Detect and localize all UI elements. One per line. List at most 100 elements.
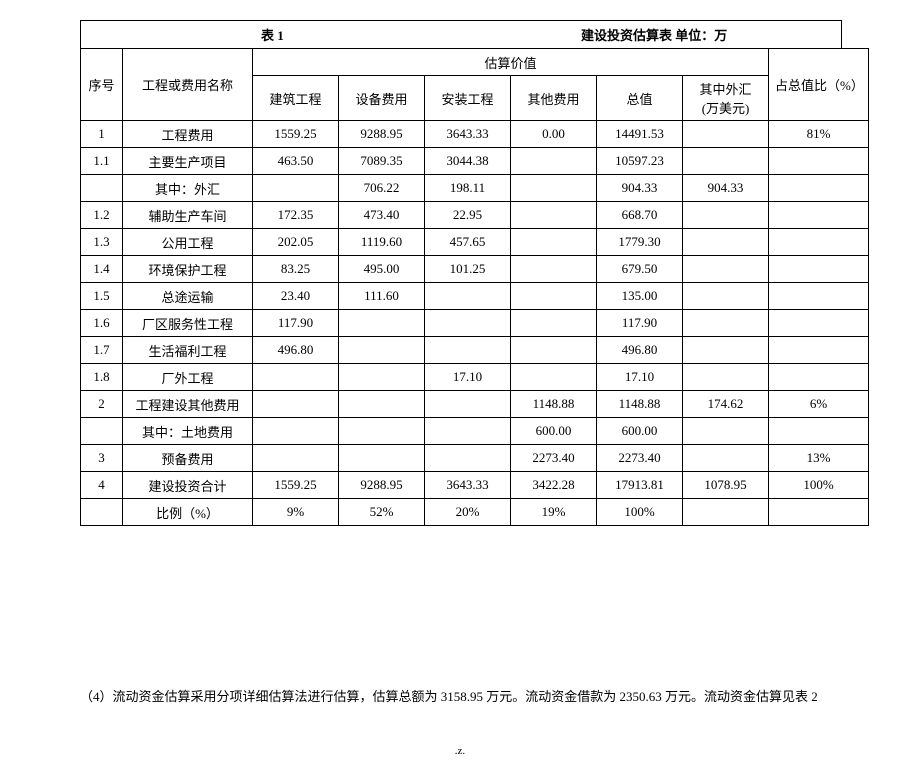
table-row: 比例（%）9%52%20%19%100% xyxy=(81,499,869,526)
cell-c3 xyxy=(425,445,511,472)
cell-c2: 706.22 xyxy=(339,175,425,202)
cell-name: 建设投资合计 xyxy=(123,472,253,499)
cell-seq xyxy=(81,499,123,526)
cell-c3: 3643.33 xyxy=(425,472,511,499)
cell-c4: 19% xyxy=(511,499,597,526)
cell-c2: 9288.95 xyxy=(339,472,425,499)
cell-c6 xyxy=(683,148,769,175)
cell-c5: 10597.23 xyxy=(597,148,683,175)
cell-c4: 3422.28 xyxy=(511,472,597,499)
cell-c1: 117.90 xyxy=(253,310,339,337)
cell-c6 xyxy=(683,121,769,148)
cell-name: 生活福利工程 xyxy=(123,337,253,364)
cell-c1 xyxy=(253,175,339,202)
cell-c3: 3044.38 xyxy=(425,148,511,175)
cell-name: 预备费用 xyxy=(123,445,253,472)
cell-name: 工程建设其他费用 xyxy=(123,391,253,418)
cell-c4: 600.00 xyxy=(511,418,597,445)
cell-c1 xyxy=(253,418,339,445)
header-name: 工程或费用名称 xyxy=(123,49,253,121)
table-row: 2工程建设其他费用1148.881148.88174.626% xyxy=(81,391,869,418)
header-c6: 其中外汇 (万美元) xyxy=(683,76,769,121)
cell-seq: 2 xyxy=(81,391,123,418)
note-paragraph: （4）流动资金估算采用分项详细估算法进行估算，估算总额为 3158.95 万元。… xyxy=(80,686,840,705)
cell-c1: 1559.25 xyxy=(253,121,339,148)
cell-c2 xyxy=(339,337,425,364)
cell-c6: 1078.95 xyxy=(683,472,769,499)
cell-c1: 83.25 xyxy=(253,256,339,283)
cell-c3: 457.65 xyxy=(425,229,511,256)
table-row: 1.1主要生产项目463.507089.353044.3810597.23 xyxy=(81,148,869,175)
cell-c6 xyxy=(683,202,769,229)
cell-pct xyxy=(769,499,869,526)
cell-c5: 600.00 xyxy=(597,418,683,445)
cell-c3: 3643.33 xyxy=(425,121,511,148)
cell-pct xyxy=(769,310,869,337)
cell-c6: 904.33 xyxy=(683,175,769,202)
table-row: 1.6厂区服务性工程117.90117.90 xyxy=(81,310,869,337)
cell-pct xyxy=(769,337,869,364)
header-c6-line2: (万美元) xyxy=(689,98,762,117)
cell-c1: 496.80 xyxy=(253,337,339,364)
table-title-right: 建设投资估算表 单位：万 xyxy=(521,21,841,48)
cell-name: 主要生产项目 xyxy=(123,148,253,175)
cell-pct: 6% xyxy=(769,391,869,418)
cell-c6 xyxy=(683,256,769,283)
cell-c6 xyxy=(683,364,769,391)
cell-pct xyxy=(769,202,869,229)
cell-c1: 172.35 xyxy=(253,202,339,229)
cell-name: 辅助生产车间 xyxy=(123,202,253,229)
cell-c5: 904.33 xyxy=(597,175,683,202)
cell-name: 总途运输 xyxy=(123,283,253,310)
cell-c3: 198.11 xyxy=(425,175,511,202)
cell-c2: 7089.35 xyxy=(339,148,425,175)
cell-c5: 668.70 xyxy=(597,202,683,229)
cell-c4 xyxy=(511,256,597,283)
cell-c1 xyxy=(253,364,339,391)
table-row: 1.3公用工程202.051119.60457.651779.30 xyxy=(81,229,869,256)
cell-c2 xyxy=(339,418,425,445)
table-row: 1.4环境保护工程83.25495.00101.25679.50 xyxy=(81,256,869,283)
cell-name: 厂区服务性工程 xyxy=(123,310,253,337)
cell-pct: 100% xyxy=(769,472,869,499)
cell-seq: 3 xyxy=(81,445,123,472)
cell-c5: 679.50 xyxy=(597,256,683,283)
cell-name: 其中：外汇 xyxy=(123,175,253,202)
cell-name: 厂外工程 xyxy=(123,364,253,391)
cell-c1: 23.40 xyxy=(253,283,339,310)
table-row: 3预备费用2273.402273.4013% xyxy=(81,445,869,472)
cell-c4 xyxy=(511,202,597,229)
cell-name: 其中：土地费用 xyxy=(123,418,253,445)
cell-c2: 495.00 xyxy=(339,256,425,283)
cell-name: 环境保护工程 xyxy=(123,256,253,283)
cell-seq: 1.7 xyxy=(81,337,123,364)
cell-c5: 1148.88 xyxy=(597,391,683,418)
cell-name: 工程费用 xyxy=(123,121,253,148)
table-title-left: 表 1 xyxy=(81,21,521,48)
cell-c1 xyxy=(253,391,339,418)
cell-c4: 0.00 xyxy=(511,121,597,148)
cell-c2: 1119.60 xyxy=(339,229,425,256)
cell-c2 xyxy=(339,391,425,418)
table-row: 1.5总途运输23.40111.60135.00 xyxy=(81,283,869,310)
cell-pct: 13% xyxy=(769,445,869,472)
cell-c6 xyxy=(683,229,769,256)
header-pct: 占总值比（%） xyxy=(769,49,869,121)
cell-pct xyxy=(769,418,869,445)
header-c5: 总值 xyxy=(597,76,683,121)
cell-name: 公用工程 xyxy=(123,229,253,256)
cell-c3: 101.25 xyxy=(425,256,511,283)
table-row: 其中：土地费用 600.00600.00 xyxy=(81,418,869,445)
cell-seq: 1.3 xyxy=(81,229,123,256)
cell-c5: 496.80 xyxy=(597,337,683,364)
header-c6-line1: 其中外汇 xyxy=(689,79,762,98)
cell-c1: 1559.25 xyxy=(253,472,339,499)
cell-seq: 1.8 xyxy=(81,364,123,391)
cell-c5: 117.90 xyxy=(597,310,683,337)
cell-pct xyxy=(769,364,869,391)
cell-c4 xyxy=(511,175,597,202)
cell-seq: 1 xyxy=(81,121,123,148)
cell-c5: 17.10 xyxy=(597,364,683,391)
cell-c3 xyxy=(425,310,511,337)
cell-c5: 100% xyxy=(597,499,683,526)
